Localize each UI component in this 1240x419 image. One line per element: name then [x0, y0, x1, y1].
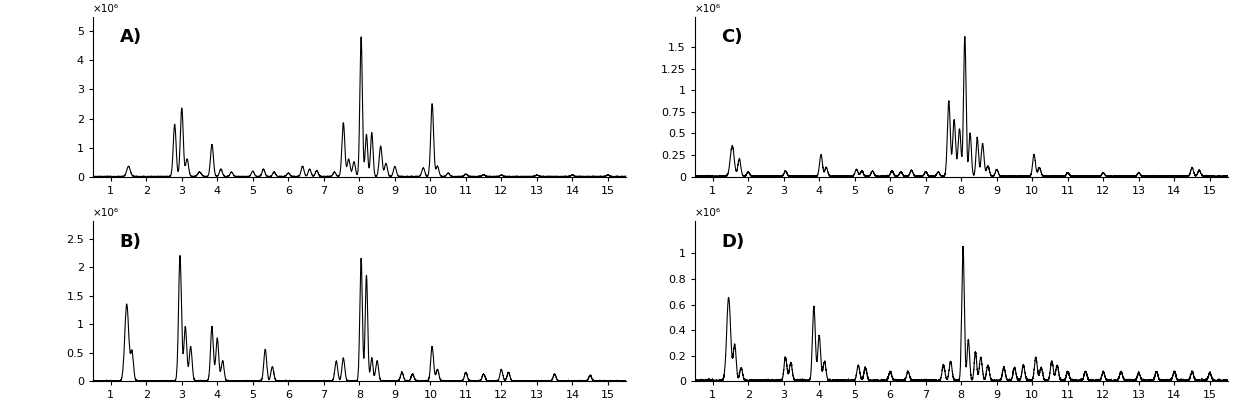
- Text: A): A): [119, 28, 141, 46]
- Text: ×10⁶: ×10⁶: [694, 208, 720, 218]
- Text: B): B): [119, 233, 141, 251]
- Text: ×10⁶: ×10⁶: [694, 4, 720, 13]
- Text: C): C): [722, 28, 743, 46]
- Text: ×10⁶: ×10⁶: [93, 208, 119, 218]
- Text: D): D): [722, 233, 745, 251]
- Text: ×10⁶: ×10⁶: [93, 4, 119, 13]
